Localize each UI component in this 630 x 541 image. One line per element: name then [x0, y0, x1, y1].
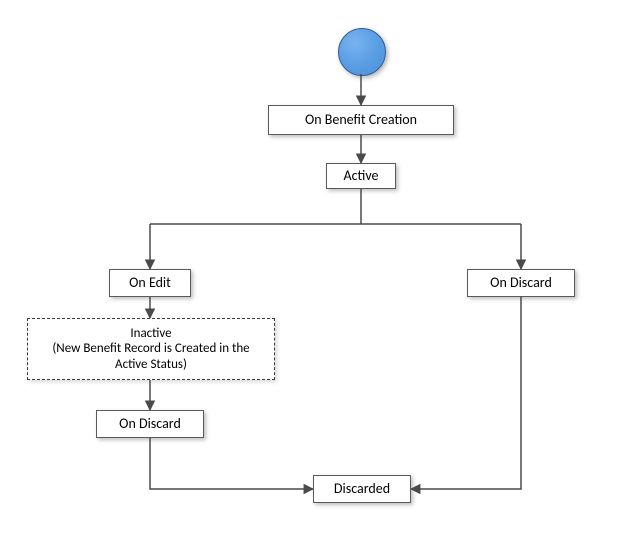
start-node: [338, 28, 386, 76]
node-inactive: Inactive (New Benefit Record is Created …: [27, 318, 275, 380]
node-label: Discarded: [334, 481, 390, 498]
node-on-discard-left: On Discard: [96, 410, 204, 438]
node-active: Active: [326, 163, 396, 189]
edge-discard-right-to-discarded: [411, 297, 521, 489]
flowchart-stage: { "diagram": { "type": "flowchart", "can…: [0, 0, 630, 541]
edge-discard-left-to-discarded: [150, 438, 313, 489]
node-label: On Edit: [129, 275, 171, 292]
node-label: On Discard: [490, 275, 552, 292]
node-label: On Benefit Creation: [305, 112, 417, 129]
node-discarded: Discarded: [313, 475, 411, 503]
node-on-discard-right: On Discard: [467, 269, 575, 297]
node-on-benefit-creation: On Benefit Creation: [268, 105, 454, 135]
node-on-edit: On Edit: [109, 269, 191, 297]
node-label: On Discard: [119, 416, 181, 433]
node-label: Inactive (New Benefit Record is Created …: [36, 326, 266, 373]
node-label: Active: [344, 168, 379, 185]
